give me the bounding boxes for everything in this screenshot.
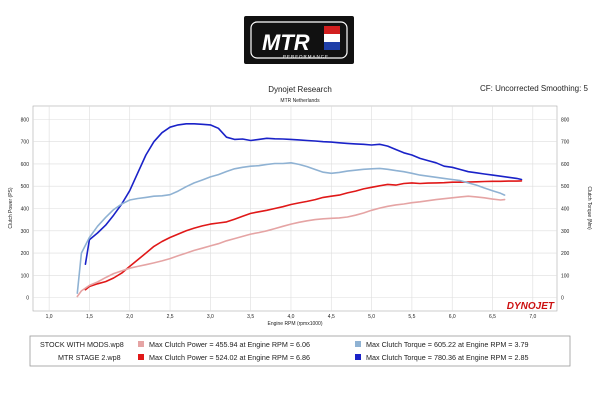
y2-tick-label: 700 xyxy=(561,140,570,146)
x-tick-label: 1,0 xyxy=(46,314,53,320)
x-tick-label: 5,0 xyxy=(368,314,375,320)
dynojet-text: DYNOJET xyxy=(507,301,555,312)
y-axis-label-left: Clutch Power (PS) xyxy=(8,187,14,228)
x-tick-label: 2,5 xyxy=(167,314,174,320)
y-tick-label: 200 xyxy=(21,251,30,257)
legend-box xyxy=(29,335,571,367)
x-tick-label: 3,5 xyxy=(247,314,254,320)
settings-text: CF: Uncorrected Smoothing: 5 xyxy=(480,84,589,93)
y-tick-label: 0 xyxy=(26,296,29,302)
y-axis-label-right: Clutch Torque (Nm) xyxy=(586,186,592,230)
legend-item-text: Max Clutch Power = 524.02 at Engine RPM … xyxy=(149,353,310,362)
x-tick-label: 3,0 xyxy=(207,314,214,320)
report-subtitle: MTR Netherlands xyxy=(280,98,320,104)
legend-item-text: Max Clutch Power = 455.94 at Engine RPM … xyxy=(149,340,310,349)
legend-swatch xyxy=(138,341,144,347)
x-tick-label: 6,5 xyxy=(489,314,496,320)
y2-tick-label: 600 xyxy=(561,162,570,168)
series-line-3 xyxy=(76,195,506,298)
y-tick-label: 300 xyxy=(21,229,30,235)
logo-subtext: PERFORMANCE xyxy=(283,54,329,59)
legend: STOCK WITH MODS.wp8 Max Clutch Power = 4… xyxy=(40,340,528,362)
series-line-2 xyxy=(76,162,506,294)
legend-swatch xyxy=(138,354,144,360)
x-tick-label: 4,5 xyxy=(328,314,335,320)
x-axis-ticks: 1,0 1,5 2,0 2,5 3,0 3,5 4,0 4,5 5,0 5,5 6,0 6,5 7,0 xyxy=(46,314,537,320)
x-tick-label: 6,0 xyxy=(449,314,456,320)
y-axis-right-ticks: 0 100 200 300 400 500 600 700 800 xyxy=(561,117,570,301)
x-tick-label: 1,5 xyxy=(86,314,93,320)
x-tick-label: 4,0 xyxy=(287,314,294,320)
legend-item-text: Max Clutch Torque = 605.22 at Engine RPM… xyxy=(366,340,528,349)
y-tick-label: 100 xyxy=(21,273,30,279)
legend-run-name: STOCK WITH MODS.wp8 xyxy=(40,340,124,349)
y2-tick-label: 500 xyxy=(561,184,570,190)
logo-text: MTR xyxy=(262,30,310,55)
y-axis-left-ticks: 0 100 200 300 400 500 600 700 800 xyxy=(21,117,30,301)
x-tick-label: 2,0 xyxy=(126,314,133,320)
x-tick-label: 5,5 xyxy=(408,314,415,320)
report-title: Dynojet Research xyxy=(268,85,332,94)
x-axis-label: Engine RPM (rpmx1000) xyxy=(267,321,322,327)
legend-run-name: MTR STAGE 2.wp8 xyxy=(58,353,121,362)
y-tick-label: 400 xyxy=(21,207,30,213)
y2-tick-label: 800 xyxy=(561,117,570,123)
dynojet-logo: DYNOJET xyxy=(507,301,555,312)
y-tick-label: 500 xyxy=(21,184,30,190)
y-tick-label: 800 xyxy=(21,117,30,123)
series-line-1 xyxy=(84,180,523,291)
legend-item-text: Max Clutch Torque = 780.36 at Engine RPM… xyxy=(366,353,528,362)
mtr-logo: MTR PERFORMANCE xyxy=(244,16,354,64)
series-lines xyxy=(76,123,523,298)
y2-tick-label: 0 xyxy=(561,296,564,302)
legend-swatch xyxy=(355,354,361,360)
series-line-0 xyxy=(84,123,523,265)
x-tick-label: 7,0 xyxy=(529,314,536,320)
y2-tick-label: 400 xyxy=(561,207,570,213)
y2-tick-label: 300 xyxy=(561,229,570,235)
y2-tick-label: 100 xyxy=(561,273,570,279)
legend-swatch xyxy=(355,341,361,347)
y2-tick-label: 200 xyxy=(561,251,570,257)
y-tick-label: 700 xyxy=(21,140,30,146)
y-tick-label: 600 xyxy=(21,162,30,168)
